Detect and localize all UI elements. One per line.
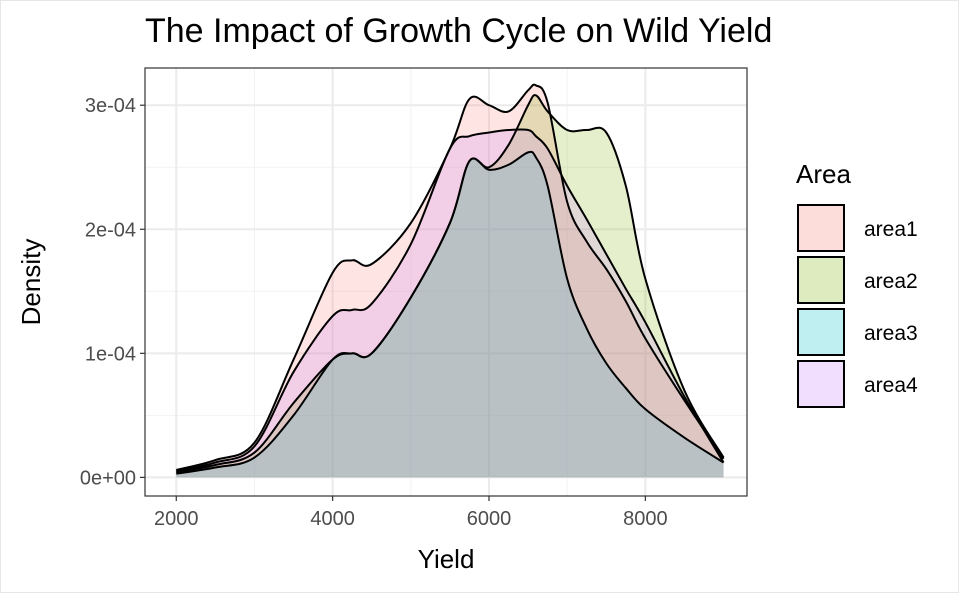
legend-label-area2: area2	[864, 270, 918, 293]
legend-key-area1	[797, 204, 845, 252]
y-tick-label: 0e+00	[80, 467, 136, 489]
gridlines	[145, 68, 747, 496]
x-tick-label: 8000	[623, 508, 668, 530]
legend-key-area3	[797, 308, 845, 356]
density-line-area2	[176, 94, 725, 474]
legend-title: Area	[796, 159, 851, 189]
y-axis-title: Density	[16, 239, 46, 326]
legend-key-bg-area2	[798, 257, 844, 303]
legend-label-area1: area1	[864, 218, 918, 241]
legend-key-bg-area1	[798, 205, 844, 251]
legend-key-area4	[797, 360, 845, 408]
y-axis: 0e+00 1e-04 2e-04 3e-04	[80, 95, 145, 489]
density-line-area1	[176, 83, 725, 471]
y-tick-label: 3e-04	[85, 95, 136, 117]
area-fill-area3	[176, 151, 724, 478]
x-tick-label: 4000	[310, 508, 355, 530]
density-areas	[176, 83, 725, 478]
chart-title: The Impact of Growth Cycle on Wild Yield	[145, 12, 772, 50]
x-axis: 2000 4000 6000 8000	[154, 496, 668, 530]
y-tick-label: 1e-04	[85, 343, 136, 365]
x-tick-label: 2000	[154, 508, 199, 530]
x-axis-title: Yield	[418, 544, 475, 574]
legend-key-bg-area4	[798, 361, 844, 407]
legend-key-bg-area3	[798, 309, 844, 355]
x-tick-label: 6000	[467, 508, 512, 530]
area-fill-area4	[176, 129, 724, 478]
area-fill-area2	[176, 95, 724, 478]
legend-label-area4: area4	[864, 374, 918, 397]
plot-area	[144, 67, 748, 497]
plot-border	[144, 67, 748, 497]
density-line-area4	[176, 128, 725, 473]
legend-key-area2	[797, 256, 845, 304]
density-line-area3	[176, 150, 725, 475]
legend: Area area1 area2 area3 area4	[796, 159, 918, 408]
y-tick-label: 2e-04	[85, 219, 136, 241]
legend-label-area3: area3	[864, 322, 918, 345]
